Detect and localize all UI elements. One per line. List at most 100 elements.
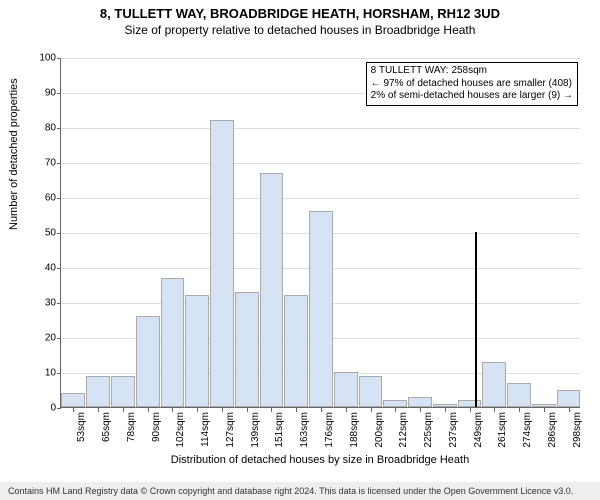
xtick-mark xyxy=(544,408,545,412)
ytick-label: 90 xyxy=(26,88,56,99)
callout-box: 8 TULLETT WAY: 258sqm ← 97% of detached … xyxy=(366,62,578,106)
xtick-mark xyxy=(98,408,99,412)
bar xyxy=(86,376,110,408)
xtick-label: 212sqm xyxy=(398,412,409,448)
xtick-label: 286sqm xyxy=(547,412,558,448)
ytick-mark xyxy=(57,408,61,409)
ytick-label: 40 xyxy=(26,263,56,274)
bar xyxy=(309,211,333,407)
bar xyxy=(210,120,234,407)
gridline xyxy=(61,198,580,199)
ytick-label: 30 xyxy=(26,298,56,309)
xtick-mark xyxy=(148,408,149,412)
xtick-mark xyxy=(519,408,520,412)
bar xyxy=(260,173,284,408)
xtick-mark xyxy=(197,408,198,412)
ytick-mark xyxy=(57,58,61,59)
xtick-mark xyxy=(346,408,347,412)
ytick-label: 100 xyxy=(26,53,56,64)
xtick-label: 65sqm xyxy=(101,412,112,442)
callout-line3: 2% of semi-detached houses are larger (9… xyxy=(371,90,573,103)
ytick-mark xyxy=(57,128,61,129)
xtick-mark xyxy=(73,408,74,412)
xtick-label: 90sqm xyxy=(151,412,162,442)
xtick-label: 53sqm xyxy=(76,412,87,442)
bar xyxy=(458,400,482,407)
ytick-mark xyxy=(57,373,61,374)
chart-subtitle: Size of property relative to detached ho… xyxy=(0,23,600,37)
xtick-mark xyxy=(494,408,495,412)
ytick-mark xyxy=(57,268,61,269)
footer-attribution: Contains HM Land Registry data © Crown c… xyxy=(0,482,600,500)
xtick-label: 151sqm xyxy=(274,412,285,448)
xtick-mark xyxy=(371,408,372,412)
bar xyxy=(507,383,531,408)
xtick-mark xyxy=(222,408,223,412)
xtick-label: 200sqm xyxy=(374,412,385,448)
bar xyxy=(408,397,432,408)
bar xyxy=(185,295,209,407)
ytick-mark xyxy=(57,338,61,339)
xtick-mark xyxy=(470,408,471,412)
xtick-label: 127sqm xyxy=(225,412,236,448)
bar xyxy=(482,362,506,408)
ytick-label: 20 xyxy=(26,333,56,344)
xtick-label: 139sqm xyxy=(250,412,261,448)
ytick-mark xyxy=(57,303,61,304)
xtick-mark xyxy=(321,408,322,412)
ytick-mark xyxy=(57,163,61,164)
gridline xyxy=(61,163,580,164)
bar xyxy=(284,295,308,407)
ytick-label: 80 xyxy=(26,123,56,134)
xtick-label: 237sqm xyxy=(448,412,459,448)
xtick-label: 261sqm xyxy=(497,412,508,448)
ytick-label: 60 xyxy=(26,193,56,204)
chart-title: 8, TULLETT WAY, BROADBRIDGE HEATH, HORSH… xyxy=(0,6,600,21)
xtick-mark xyxy=(569,408,570,412)
ytick-mark xyxy=(57,93,61,94)
xtick-label: 274sqm xyxy=(522,412,533,448)
bar xyxy=(61,393,85,407)
xtick-mark xyxy=(271,408,272,412)
xtick-label: 176sqm xyxy=(324,412,335,448)
gridline xyxy=(61,128,580,129)
bar xyxy=(334,372,358,407)
bar xyxy=(161,278,185,408)
xtick-label: 225sqm xyxy=(423,412,434,448)
xtick-mark xyxy=(123,408,124,412)
xtick-mark xyxy=(247,408,248,412)
ytick-label: 0 xyxy=(26,403,56,414)
ytick-mark xyxy=(57,198,61,199)
bar xyxy=(383,400,407,407)
xtick-label: 298sqm xyxy=(572,412,583,448)
bar xyxy=(359,376,383,408)
xtick-label: 249sqm xyxy=(473,412,484,448)
x-axis-label: Distribution of detached houses by size … xyxy=(60,454,580,466)
y-axis-label: Number of detached properties xyxy=(8,78,20,230)
xtick-mark xyxy=(172,408,173,412)
ytick-label: 50 xyxy=(26,228,56,239)
bar xyxy=(557,390,581,408)
xtick-mark xyxy=(296,408,297,412)
property-marker-line xyxy=(475,232,477,407)
xtick-mark xyxy=(395,408,396,412)
ytick-mark xyxy=(57,233,61,234)
ytick-label: 10 xyxy=(26,368,56,379)
bar xyxy=(433,404,457,408)
ytick-label: 70 xyxy=(26,158,56,169)
xtick-label: 78sqm xyxy=(126,412,137,442)
xtick-label: 102sqm xyxy=(175,412,186,448)
callout-line2: ← 97% of detached houses are smaller (40… xyxy=(371,78,573,91)
bar xyxy=(111,376,135,408)
xtick-label: 163sqm xyxy=(299,412,310,448)
chart-title-block: 8, TULLETT WAY, BROADBRIDGE HEATH, HORSH… xyxy=(0,0,600,37)
xtick-mark xyxy=(420,408,421,412)
xtick-mark xyxy=(445,408,446,412)
bar xyxy=(136,316,160,407)
bar xyxy=(235,292,259,408)
gridline xyxy=(61,58,580,59)
chart-area: 010203040506070809010053sqm65sqm78sqm90s… xyxy=(60,58,580,408)
callout-line1: 8 TULLETT WAY: 258sqm xyxy=(371,65,573,78)
xtick-label: 188sqm xyxy=(349,412,360,448)
plot-region: 010203040506070809010053sqm65sqm78sqm90s… xyxy=(60,58,580,408)
